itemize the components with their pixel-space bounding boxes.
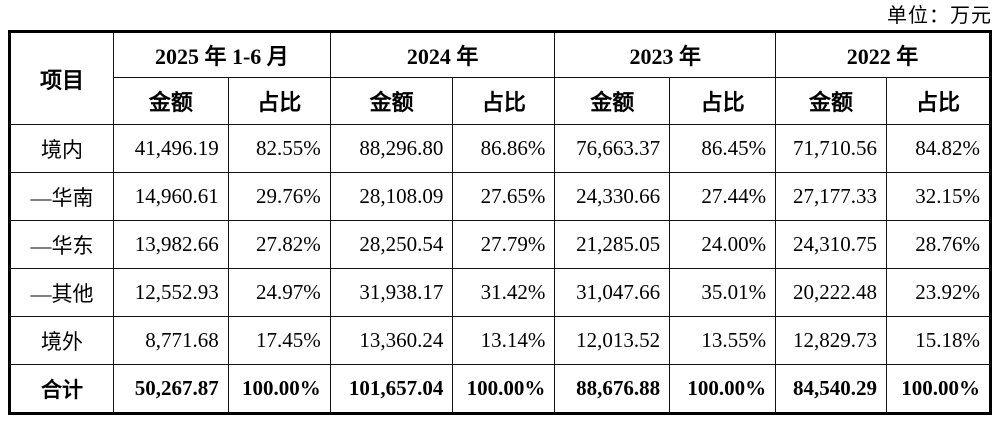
row-label: 合计 xyxy=(9,364,114,414)
regional-revenue-table: 项目 2025 年 1-6 月 2024 年 2023 年 2022 年 金额 … xyxy=(8,30,992,415)
cell: 76,663.37 xyxy=(554,124,671,173)
cell: 21,285.05 xyxy=(554,220,671,269)
cell: 24,330.66 xyxy=(554,172,671,221)
cell: 84.82% xyxy=(885,124,992,173)
cell: 88,676.88 xyxy=(554,364,671,414)
cell: 84,540.29 xyxy=(775,364,887,414)
table-row-overseas: 境外 8,771.68 17.45% 13,360.24 13.14% 12,0… xyxy=(9,316,992,365)
table-row-east-china: —华东 13,982.66 27.82% 28,250.54 27.79% 21… xyxy=(9,220,992,269)
amount-header: 金额 xyxy=(112,77,229,125)
cell: 86.86% xyxy=(452,124,556,173)
row-label: —华南 xyxy=(9,172,114,221)
year-header-2022: 2022 年 xyxy=(775,31,991,78)
unit-label: 单位：万元 xyxy=(887,5,992,27)
cell: 100.00% xyxy=(669,364,777,414)
cell: 101,657.04 xyxy=(329,364,454,414)
cell: 100.00% xyxy=(885,364,992,414)
table-row-south-china: —华南 14,960.61 29.76% 28,108.09 27.65% 24… xyxy=(9,172,992,221)
cell: 100.00% xyxy=(227,364,331,414)
ratio-header: 占比 xyxy=(452,77,556,125)
cell: 27.79% xyxy=(452,220,556,269)
row-label: 境内 xyxy=(9,124,114,173)
cell: 12,829.73 xyxy=(775,316,887,365)
table-header-metrics: 金额 占比 金额 占比 金额 占比 金额 占比 xyxy=(10,77,992,125)
cell: 13,360.24 xyxy=(329,316,454,365)
amount-header: 金额 xyxy=(554,77,671,125)
table-row-total: 合计 50,267.87 100.00% 101,657.04 100.00% … xyxy=(9,364,992,414)
document-page: 单位：万元 项目 2025 年 1-6 月 2024 年 2023 年 2022… xyxy=(8,0,992,415)
row-label: —华东 xyxy=(9,220,114,269)
cell: 24,310.75 xyxy=(775,220,887,269)
amount-header: 金额 xyxy=(329,77,454,125)
ratio-header: 占比 xyxy=(885,77,992,125)
cell: 24.00% xyxy=(669,220,777,269)
table-row-other-regions: —其他 12,552.93 24.97% 31,938.17 31.42% 31… xyxy=(9,268,992,317)
cell: 12,552.93 xyxy=(112,268,229,317)
cell: 27.82% xyxy=(227,220,331,269)
cell: 31,938.17 xyxy=(329,268,454,317)
cell: 27.65% xyxy=(452,172,556,221)
cell: 24.97% xyxy=(227,268,331,317)
cell: 28.76% xyxy=(885,220,992,269)
cell: 88,296.80 xyxy=(329,124,454,173)
cell: 14,960.61 xyxy=(112,172,229,221)
amount-header: 金额 xyxy=(775,77,887,125)
cell: 15.18% xyxy=(885,316,992,365)
cell: 27.44% xyxy=(669,172,777,221)
cell: 8,771.68 xyxy=(112,316,229,365)
cell: 31.42% xyxy=(452,268,556,317)
corner-header: 项目 xyxy=(9,31,114,125)
cell: 17.45% xyxy=(227,316,331,365)
cell: 41,496.19 xyxy=(112,124,229,173)
cell: 20,222.48 xyxy=(775,268,887,317)
table-row-domestic: 境内 41,496.19 82.55% 88,296.80 86.86% 76,… xyxy=(9,124,992,173)
ratio-header: 占比 xyxy=(669,77,777,125)
table-header-years: 项目 2025 年 1-6 月 2024 年 2023 年 2022 年 xyxy=(9,31,991,125)
cell: 28,250.54 xyxy=(329,220,454,269)
cell: 32.15% xyxy=(885,172,992,221)
ratio-header: 占比 xyxy=(227,77,331,125)
cell: 12,013.52 xyxy=(554,316,671,365)
cell: 50,267.87 xyxy=(112,364,229,414)
cell: 27,177.33 xyxy=(775,172,887,221)
year-header-2025: 2025 年 1-6 月 xyxy=(112,31,331,78)
cell: 23.92% xyxy=(885,268,992,317)
row-label: 境外 xyxy=(9,316,114,365)
year-header-2024: 2024 年 xyxy=(329,31,556,78)
cell: 28,108.09 xyxy=(329,172,454,221)
cell: 86.45% xyxy=(669,124,777,173)
cell: 31,047.66 xyxy=(554,268,671,317)
cell: 13.14% xyxy=(452,316,556,365)
cell: 13,982.66 xyxy=(112,220,229,269)
cell: 71,710.56 xyxy=(775,124,887,173)
cell: 29.76% xyxy=(227,172,331,221)
row-label: —其他 xyxy=(9,268,114,317)
cell: 35.01% xyxy=(669,268,777,317)
cell: 100.00% xyxy=(452,364,556,414)
cell: 13.55% xyxy=(669,316,777,365)
year-header-2023: 2023 年 xyxy=(554,31,777,78)
cell: 82.55% xyxy=(227,124,331,173)
